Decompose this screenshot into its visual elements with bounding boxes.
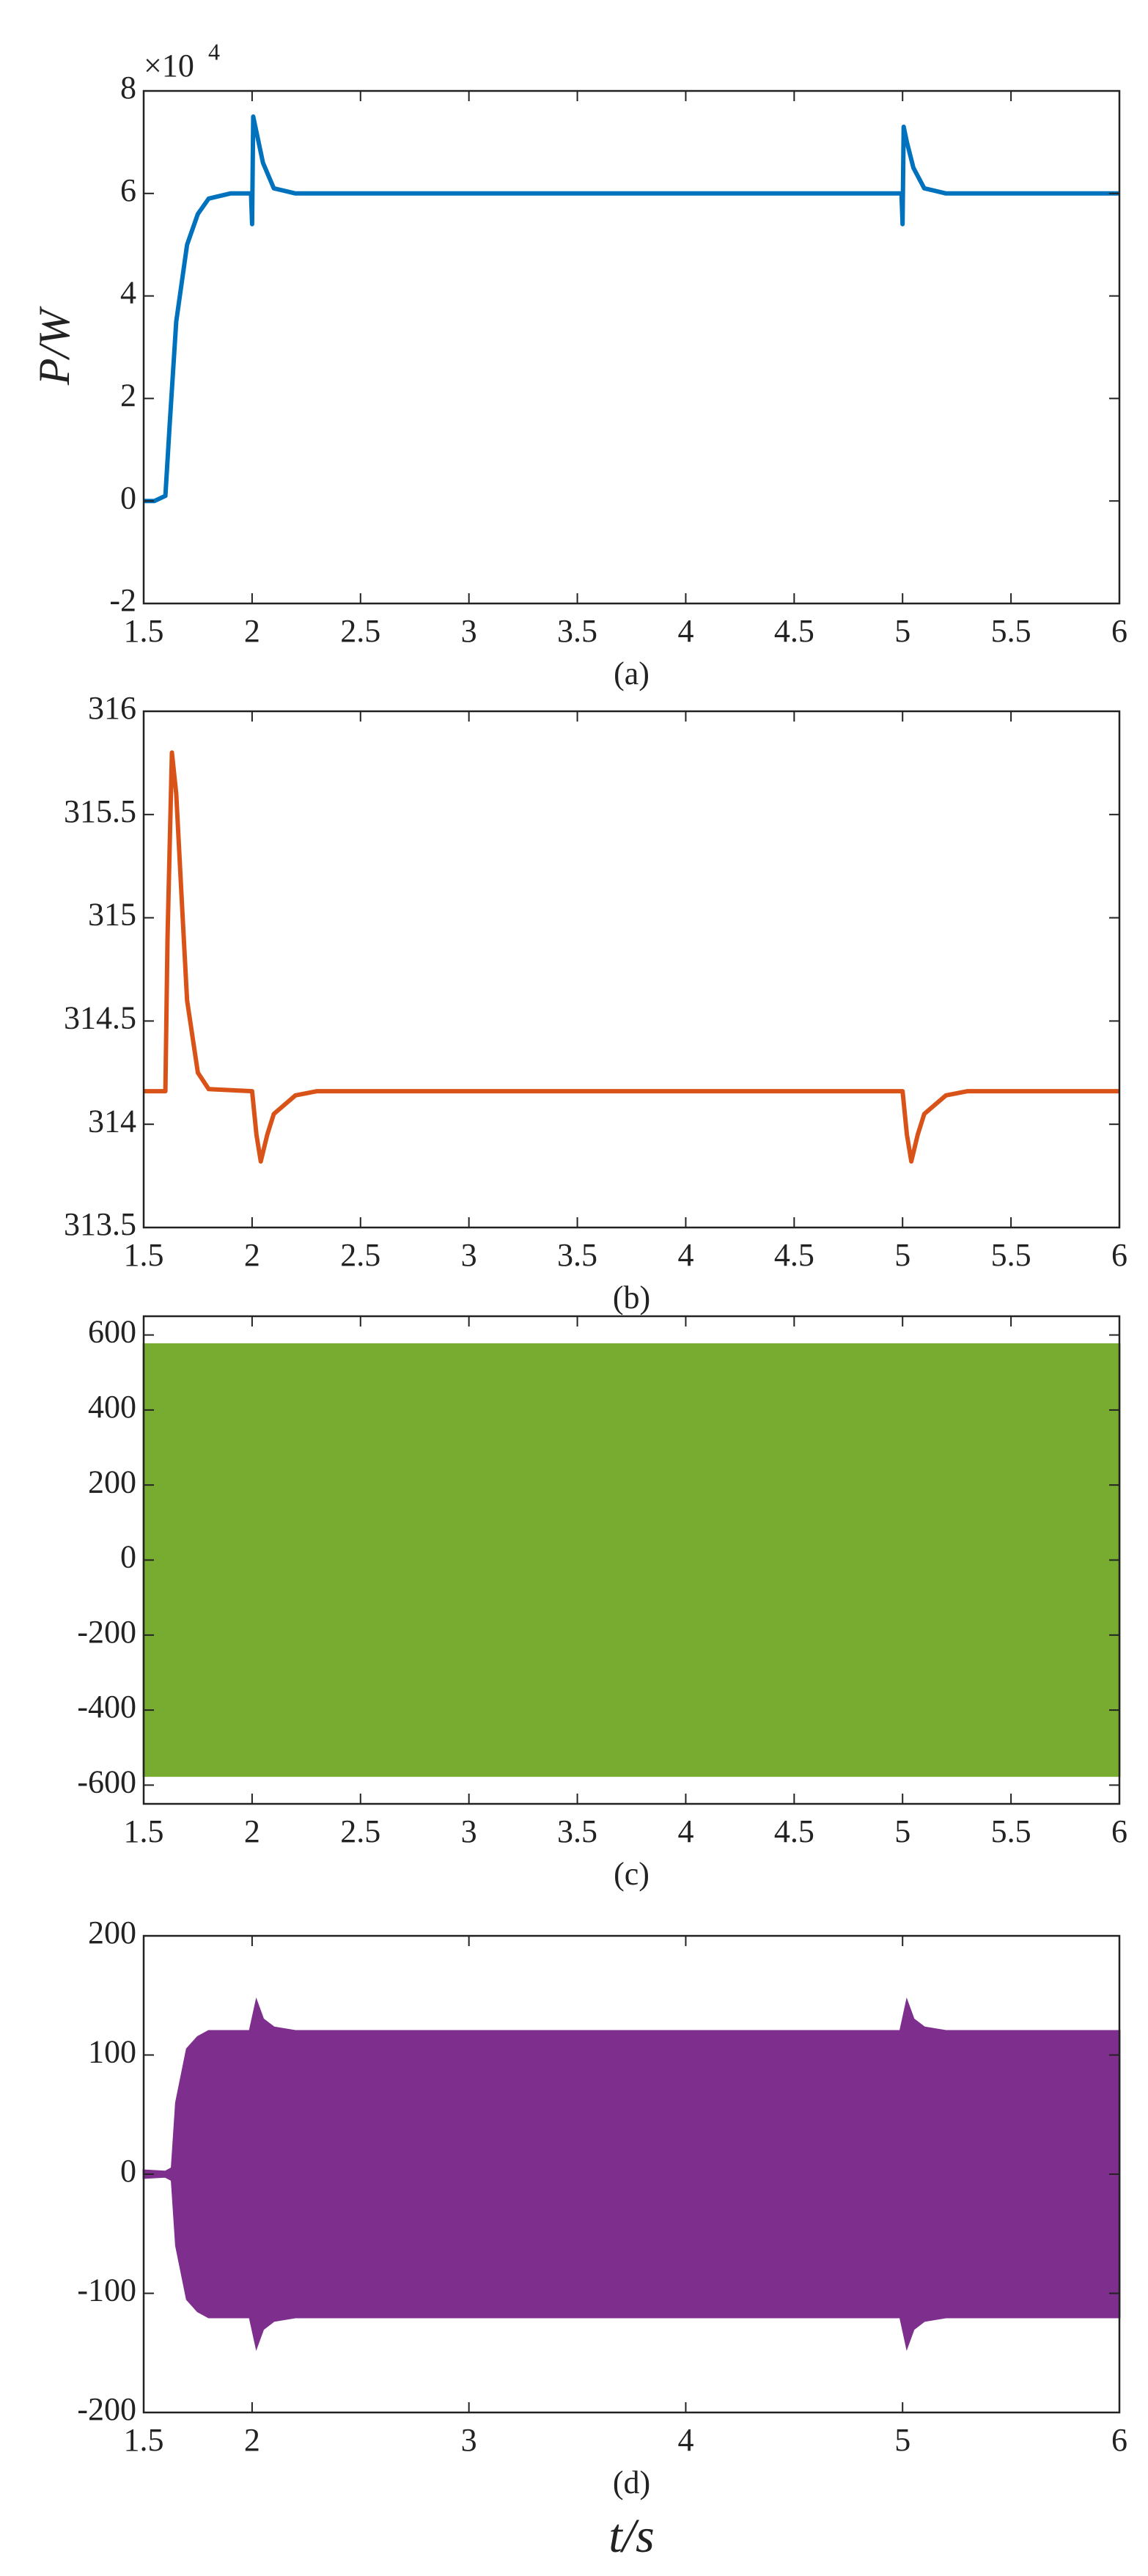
y-tick-label: 200 — [88, 1464, 136, 1500]
line — [144, 750, 1119, 1164]
x-tick-label: 2 — [244, 1237, 260, 1273]
x-tick-label: 5 — [894, 1237, 910, 1273]
x-tick-label: 2.5 — [340, 1813, 380, 1849]
y-tick-label: 315 — [88, 897, 136, 933]
y-axis-label: P/W — [30, 306, 78, 386]
y-tick-label: 0 — [120, 2153, 136, 2189]
y-tick-label: 200 — [88, 1915, 136, 1951]
panel-label: (a) — [614, 656, 650, 691]
x-tick-label: 2.5 — [340, 613, 380, 649]
y-tick-label: 315.5 — [64, 793, 136, 829]
x-tick-label: 2.5 — [340, 1237, 380, 1273]
x-tick-label: 2 — [244, 1813, 260, 1849]
x-tick-label: 5 — [894, 1813, 910, 1849]
oscillation-band — [142, 1343, 1121, 1777]
line — [144, 114, 1119, 504]
x-tick-label: 6 — [1111, 613, 1127, 649]
panel-label: (c) — [614, 1856, 650, 1892]
axis-multiplier: ×10 — [144, 48, 194, 84]
x-tick-label: 5 — [894, 613, 910, 649]
y-tick-label: 6 — [120, 172, 136, 208]
x-tick-label: 4 — [677, 1237, 693, 1273]
x-tick-label: 6 — [1111, 1813, 1127, 1849]
x-tick-label: 3.5 — [557, 1813, 597, 1849]
y-tick-label: 4 — [120, 275, 136, 311]
x-tick-label: 1.5 — [124, 1813, 164, 1849]
y-tick-label: 0 — [120, 480, 136, 515]
oscillation-band — [142, 1997, 1121, 2351]
panel-label: (b) — [613, 1280, 650, 1315]
y-tick-label: -400 — [77, 1689, 136, 1725]
y-tick-label: -200 — [77, 1614, 136, 1650]
x-tick-label: 1.5 — [124, 1237, 164, 1273]
x-tick-label: 5.5 — [991, 1813, 1031, 1849]
x-tick-label: 4.5 — [774, 613, 814, 649]
y-tick-label: 2 — [120, 377, 136, 413]
x-tick-label: 4.5 — [774, 1813, 814, 1849]
x-tick-label: 3 — [461, 2422, 477, 2458]
x-tick-label: 5.5 — [991, 1237, 1031, 1273]
x-axis-label: t/s — [608, 2509, 654, 2563]
x-tick-label: 5 — [894, 2422, 910, 2458]
x-tick-label: 1.5 — [124, 613, 164, 649]
y-tick-label: 314.5 — [64, 999, 136, 1035]
x-tick-label: 1.5 — [124, 2422, 164, 2458]
x-tick-label: 4 — [677, 613, 693, 649]
y-tick-label: 314 — [88, 1103, 136, 1139]
y-tick-label: 100 — [88, 2034, 136, 2070]
plot-frame — [142, 89, 1121, 605]
plot-frame — [142, 710, 1121, 1229]
x-tick-label: 6 — [1111, 2422, 1127, 2458]
y-tick-label: -200 — [77, 2391, 136, 2427]
x-tick-label: 2 — [244, 613, 260, 649]
x-tick-label: 4 — [677, 1813, 693, 1849]
panel-label: (d) — [613, 2465, 650, 2500]
x-tick-label: 5.5 — [991, 613, 1031, 649]
x-tick-label: 4 — [677, 2422, 693, 2458]
x-tick-label: 3 — [461, 1237, 477, 1273]
y-tick-label: 0 — [120, 1539, 136, 1575]
x-tick-label: 2 — [244, 2422, 260, 2458]
y-tick-label: 8 — [120, 70, 136, 106]
x-tick-label: 3.5 — [557, 613, 597, 649]
y-tick-label: -2 — [109, 582, 136, 618]
x-tick-label: 4.5 — [774, 1237, 814, 1273]
y-tick-label: 313.5 — [64, 1206, 136, 1242]
y-tick-label: -100 — [77, 2272, 136, 2308]
x-tick-label: 3.5 — [557, 1237, 597, 1273]
y-tick-label: 600 — [88, 1314, 136, 1350]
x-tick-label: 6 — [1111, 1237, 1127, 1273]
y-tick-label: 316 — [88, 690, 136, 726]
x-tick-label: 3 — [461, 1813, 477, 1849]
axis-multiplier-exponent: 4 — [208, 38, 220, 65]
y-tick-label: 400 — [88, 1389, 136, 1425]
y-tick-label: -600 — [77, 1764, 136, 1800]
x-tick-label: 3 — [461, 613, 477, 649]
